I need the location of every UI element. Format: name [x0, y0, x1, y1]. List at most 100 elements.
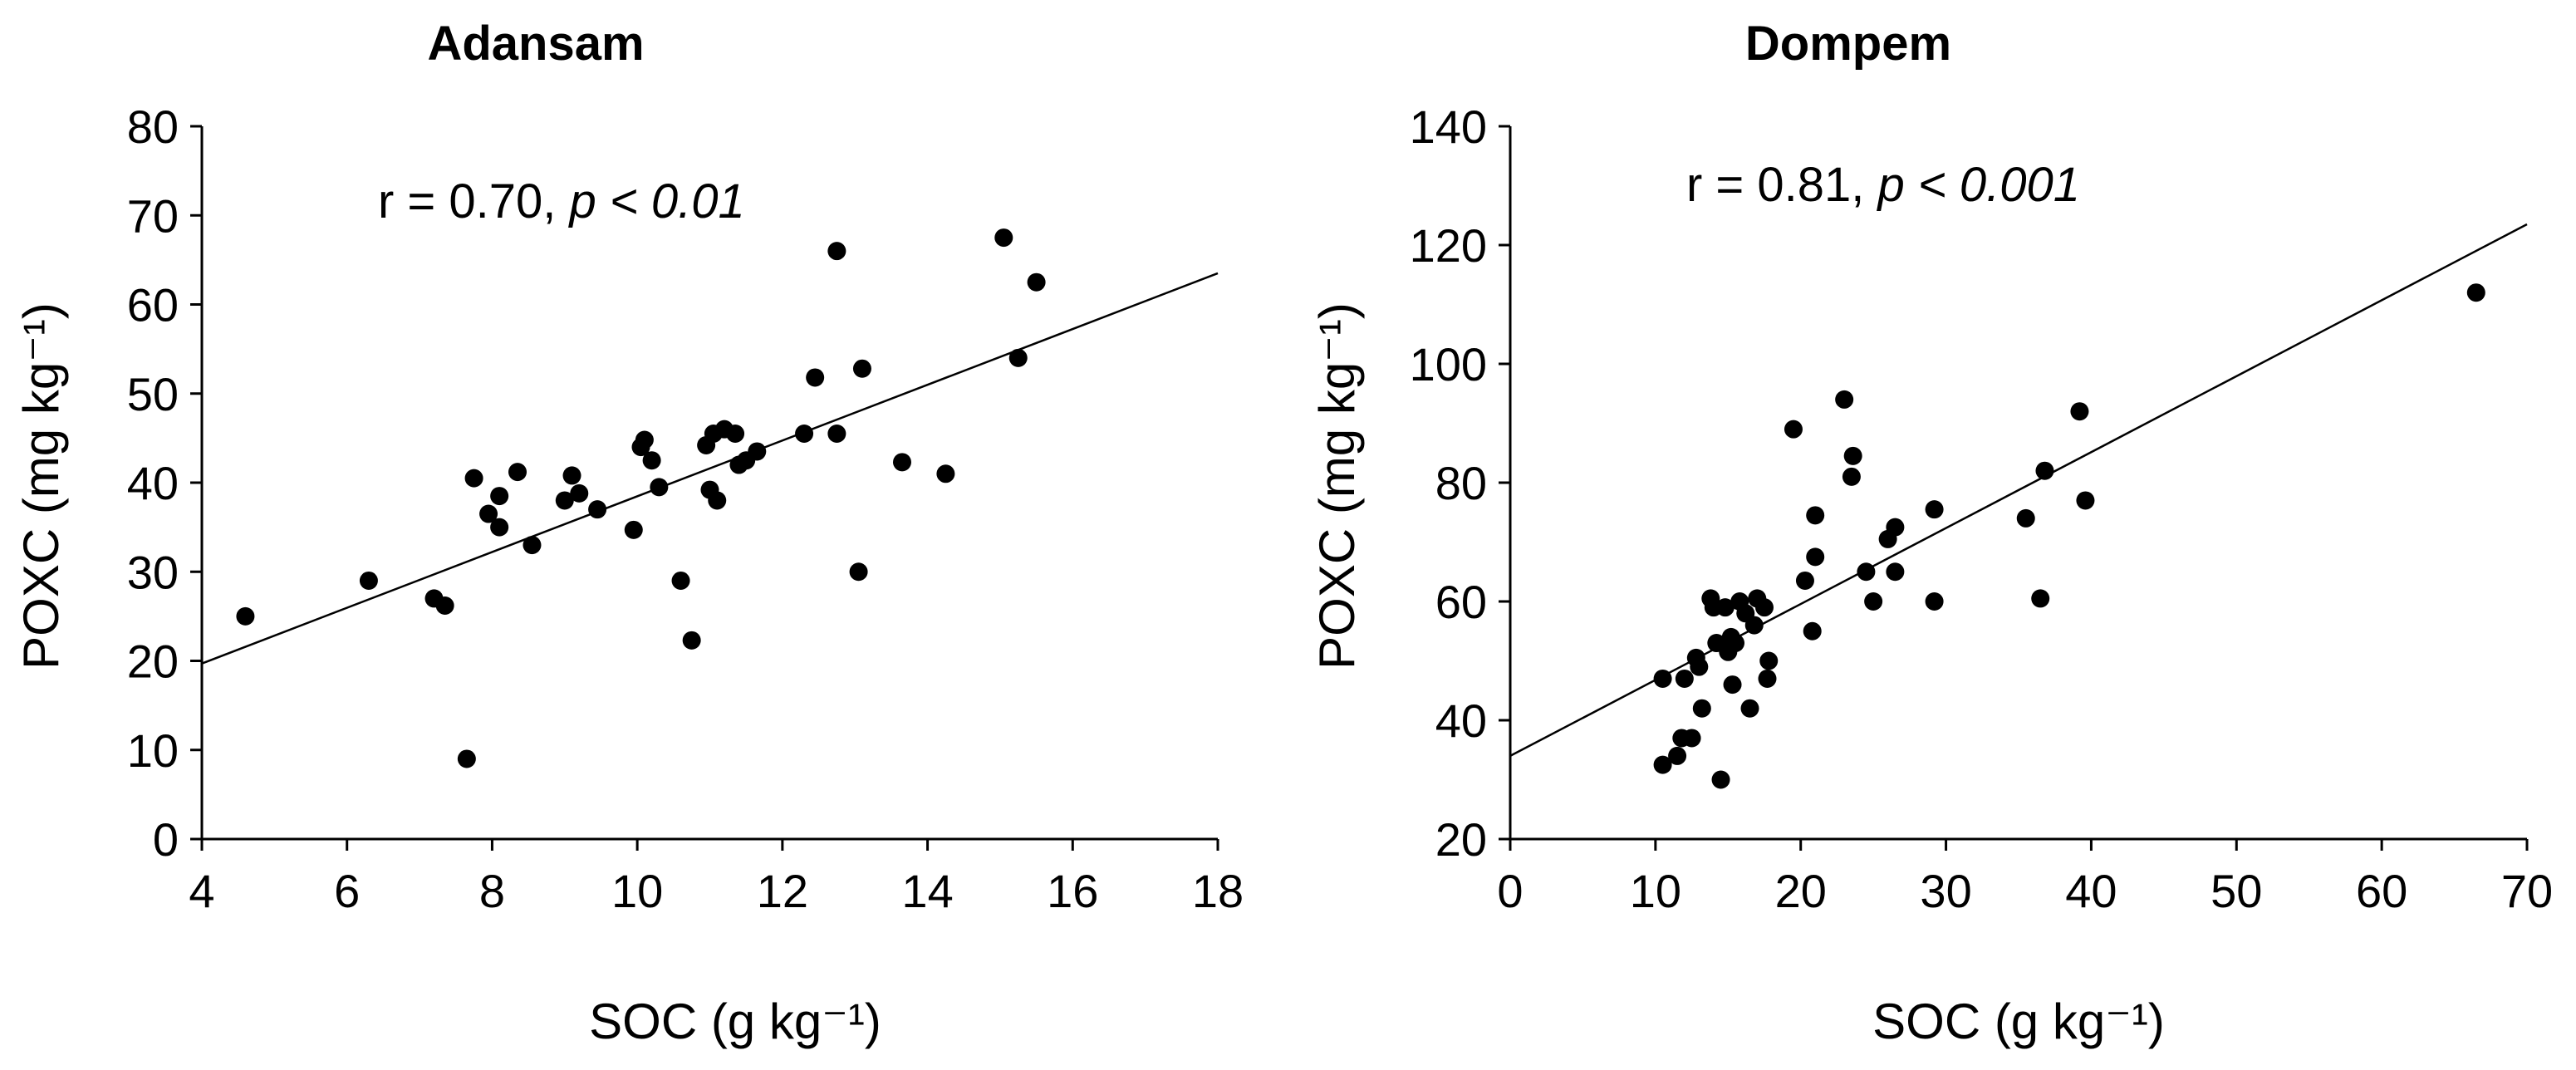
y-tick-label: 20 [1435, 813, 1487, 866]
data-point [1755, 598, 1774, 617]
x-tick-label: 20 [1775, 865, 1827, 917]
data-point [2016, 508, 2035, 528]
data-point [2035, 461, 2054, 480]
data-point [994, 228, 1013, 248]
x-tick-label: 6 [334, 865, 360, 917]
data-point [827, 425, 846, 444]
plot-area: 0 10 20 30 40 50 60 70 80 4 6 8 10 12 14 16 18 [127, 101, 1244, 917]
data-point [1803, 621, 1822, 641]
data-point [849, 562, 868, 582]
data-point [435, 596, 454, 616]
x-tick-label: 16 [1047, 865, 1098, 917]
data-point [1653, 669, 1672, 688]
y-tick-label: 20 [127, 636, 179, 688]
data-point [1740, 699, 1759, 718]
data-point [1784, 420, 1803, 439]
data-point [236, 606, 255, 626]
data-point [682, 631, 701, 650]
data-point [1653, 755, 1672, 774]
data-point [1690, 657, 1709, 676]
y-axis-label: POXC (mg kg⁻¹) [1309, 302, 1365, 670]
x-tick-label: 18 [1192, 865, 1244, 917]
correlation-annotation: r = 0.70, p < 0.01 [378, 174, 745, 228]
y-tick-label: 70 [127, 189, 179, 242]
data-point [1925, 500, 1944, 519]
x-tick-label: 8 [479, 865, 505, 917]
data-point [359, 571, 378, 590]
trend-line [201, 272, 1219, 665]
data-point [726, 425, 745, 444]
data-point [708, 491, 727, 510]
y-tick-label: 60 [127, 279, 179, 331]
y-axis-label: POXC (mg kg⁻¹) [13, 302, 69, 670]
data-point [1008, 348, 1028, 367]
chart-adansam: Adansam 0 10 20 30 40 50 60 70 80 4 6 8 10 12 14 16 18 r… [13, 17, 1244, 1049]
data-point [1726, 634, 1745, 653]
x-tick-label: 70 [2501, 865, 2553, 917]
data-point [1682, 729, 1701, 748]
data-point [588, 500, 607, 519]
data-point [570, 483, 589, 503]
data-point [1843, 446, 1862, 465]
data-point [1675, 669, 1694, 688]
x-tick-label: 30 [1920, 865, 1971, 917]
data-point [508, 463, 527, 482]
chart-title: Adansam [427, 17, 644, 71]
x-tick-label: 50 [2210, 865, 2262, 917]
y-tick-label: 0 [153, 813, 179, 866]
data-point [852, 359, 871, 378]
data-point [1806, 506, 1825, 525]
trend-line [1509, 223, 2528, 758]
data-point [635, 430, 654, 449]
data-point [2070, 402, 2089, 421]
data-point [1668, 746, 1687, 765]
y-tick-label: 40 [1435, 695, 1487, 747]
data-point [671, 571, 690, 590]
annotation-r: r = 0.81, [1686, 158, 1878, 212]
data-point [827, 242, 846, 261]
data-point [795, 425, 814, 444]
data-point [523, 536, 542, 555]
y-tick-label: 80 [1435, 457, 1487, 509]
data-point [624, 520, 643, 539]
data-point [1886, 562, 1905, 582]
x-tick-label: 14 [901, 865, 953, 917]
y-tick-label: 10 [127, 724, 179, 777]
data-point [479, 504, 498, 523]
data-point [806, 368, 825, 387]
data-point [1759, 651, 1779, 670]
y-tick-label: 140 [1410, 101, 1487, 153]
x-tick-label: 10 [611, 865, 663, 917]
chart-title: Dompem [1745, 17, 1951, 71]
data-point [892, 453, 911, 472]
x-axis-label: SOC (g kg⁻¹) [1872, 994, 2165, 1049]
data-point [2466, 283, 2485, 302]
data-point [1692, 699, 1711, 718]
y-tick-label: 50 [127, 368, 179, 420]
data-point [457, 749, 476, 768]
y-tick-label: 80 [127, 101, 179, 153]
y-tick-label: 60 [1435, 576, 1487, 628]
data-point [1886, 518, 1905, 537]
annotation-p-value: < 0.001 [1905, 158, 2080, 212]
data-point [1857, 562, 1876, 582]
data-point [1027, 272, 1046, 292]
annotation-p-value: < 0.01 [596, 174, 745, 228]
data-point [1711, 770, 1730, 789]
x-tick-label: 10 [1630, 865, 1681, 917]
data-point [1864, 592, 1883, 611]
correlation-annotation: r = 0.81, p < 0.001 [1686, 158, 2080, 212]
x-axis-label: SOC (g kg⁻¹) [589, 994, 881, 1049]
data-point [936, 464, 955, 483]
annotation-r: r = 0.70, [378, 174, 570, 228]
data-point [2076, 491, 2095, 510]
data-point [555, 491, 574, 510]
data-point [1758, 669, 1777, 688]
x-tick-label: 0 [1497, 865, 1523, 917]
x-tick-label: 60 [2356, 865, 2407, 917]
data-point [650, 478, 669, 497]
plot-area: 20 40 60 80 100 120 140 0 10 20 30 40 50 60 70 [1410, 101, 2554, 917]
data-point [490, 518, 509, 537]
